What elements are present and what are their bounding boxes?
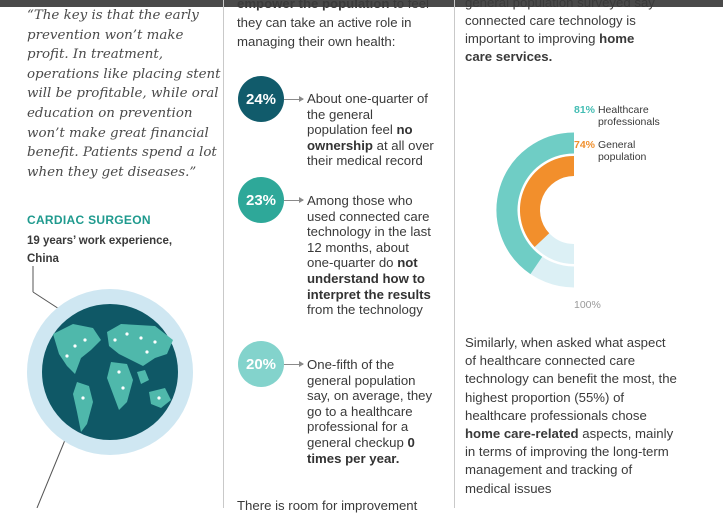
donut-segment-healthcare bbox=[496, 132, 575, 275]
stat-value: 24% bbox=[245, 90, 277, 108]
column-divider-right bbox=[454, 0, 455, 508]
pointer-line-bottom bbox=[36, 439, 66, 508]
stat-text-pre: Among those who used connected care tech… bbox=[307, 193, 431, 271]
right-body-post: aspects, mainly in terms of improving th… bbox=[465, 426, 674, 496]
stat-text-bold: no ownership bbox=[307, 122, 413, 153]
legend-general: 74% General population bbox=[574, 139, 658, 163]
legend-general-label: General population bbox=[597, 139, 647, 163]
chart-max-label: 100% bbox=[574, 299, 601, 311]
stat-text-23: Among those who used connected care tech… bbox=[307, 193, 437, 318]
legend-healthcare: 81% Healthcare professionals bbox=[574, 104, 678, 128]
surgeon-quote: “The key is that the early prevention wo… bbox=[27, 8, 221, 180]
top-bar bbox=[0, 0, 723, 7]
right-body-bold: home care-related bbox=[465, 426, 579, 442]
connector-arrow bbox=[284, 96, 304, 102]
stat-value: 20% bbox=[245, 355, 277, 373]
globe-markers bbox=[65, 332, 161, 400]
world-globe bbox=[27, 266, 193, 508]
connector-arrow bbox=[284, 361, 304, 367]
stat-text-bold: not understand how to interpret the resu… bbox=[307, 255, 431, 302]
donut-segment-general bbox=[520, 156, 575, 247]
legend-healthcare-label: Healthcare professionals bbox=[597, 104, 660, 128]
right-intro-bold: home care services. bbox=[465, 31, 635, 64]
stat-text-24: About one-quarter of the general populat… bbox=[307, 91, 437, 169]
stat-badge-20: 20% bbox=[238, 341, 284, 387]
stat-text-pre: About one-quarter of the general populat… bbox=[307, 91, 428, 138]
connector-arrow bbox=[284, 197, 304, 203]
right-intro: general population surveyed say connecte… bbox=[465, 0, 665, 66]
quote-experience: 19 years’ work experience, China bbox=[27, 235, 173, 265]
stat-badge-23: 23% bbox=[238, 177, 284, 223]
middle-intro-rest: to feel they can take an active role in … bbox=[237, 0, 429, 49]
middle-intro-bold: empower the population bbox=[237, 0, 390, 11]
middle-bottom-text: There is room for improvement bbox=[237, 498, 418, 513]
column-divider-left bbox=[223, 0, 224, 508]
legend-healthcare-pct: 81% bbox=[574, 104, 596, 116]
stat-badge-24: 24% bbox=[238, 76, 284, 122]
stat-value: 23% bbox=[245, 191, 277, 209]
legend-general-pct: 74% bbox=[574, 139, 596, 151]
globe-land bbox=[53, 324, 173, 432]
middle-intro: empower the population to feel they can … bbox=[237, 0, 437, 51]
nested-donut-chart bbox=[496, 132, 575, 288]
stat-text-post: at all over their medical record bbox=[307, 137, 434, 169]
right-body-pre: Similarly, when asked what aspect of hea… bbox=[465, 335, 677, 423]
quote-role: CARDIAC SURGEON bbox=[27, 213, 151, 227]
right-intro-text: general population surveyed say connecte… bbox=[465, 0, 655, 46]
stat-text-bold: 0 times per year. bbox=[307, 434, 415, 466]
stat-text-pre: One-fifth of the general population say,… bbox=[307, 357, 433, 450]
right-body-text: Similarly, when asked what aspect of hea… bbox=[465, 334, 680, 498]
stat-text-post: from the technology bbox=[307, 302, 423, 318]
stat-text-20: One-fifth of the general population say,… bbox=[307, 357, 437, 466]
